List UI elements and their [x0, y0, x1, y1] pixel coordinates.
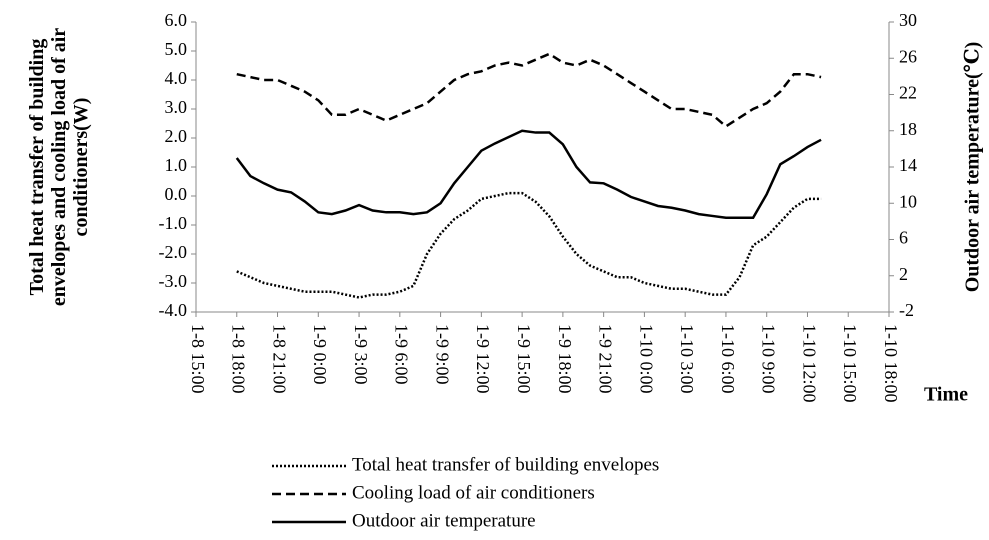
x-tick-label: 1-8 18:00: [229, 324, 249, 394]
y-tick-label: 1.0: [165, 155, 188, 175]
y-tick-label: -1.0: [159, 213, 188, 233]
x-tick-label: 1-9 0:00: [310, 324, 330, 385]
y-axis-title-line: Total heat transfer of building: [26, 39, 48, 296]
x-tick-label: 1-10 15:00: [840, 324, 860, 403]
y2-tick-label: 2: [899, 264, 908, 284]
y2-tick-label: 14: [899, 155, 917, 175]
x-axis-title: Time: [924, 384, 968, 406]
x-tick-label: 1-10 6:00: [718, 324, 738, 394]
y-axis-title-line: conditioners(W): [70, 98, 92, 237]
y-tick-label: 4.0: [165, 68, 188, 88]
series-line: [236, 191, 822, 299]
x-tick-label: 1-10 3:00: [677, 324, 697, 394]
x-tick-label: 1-9 3:00: [351, 324, 371, 385]
legend-label: Outdoor air temperature: [352, 510, 536, 531]
x-tick-label: 1-9 21:00: [596, 324, 616, 394]
x-tick-label: 1-8 21:00: [269, 324, 289, 394]
y2-tick-label: 10: [899, 191, 917, 211]
x-tick-label: 1-9 18:00: [555, 324, 575, 394]
y-tick-label: 6.0: [165, 10, 188, 30]
x-tick-label: 1-10 18:00: [881, 324, 901, 403]
y-axis-title: Total heat transfer of buildingenvelopes…: [26, 28, 92, 306]
series-line: [235, 129, 822, 219]
y2-tick-label: 6: [899, 228, 908, 248]
legend-label: Total heat transfer of building envelope…: [352, 454, 659, 475]
x-tick-label: 1-10 9:00: [759, 324, 779, 394]
y-tick-label: 5.0: [165, 39, 188, 59]
series-line: [236, 52, 822, 128]
y2-tick-label: -2: [899, 300, 914, 320]
y2-axis-title: Outdoor air temperature(℃): [962, 42, 984, 293]
x-tick-label: 1-9 15:00: [514, 324, 534, 394]
y-tick-label: 2.0: [165, 126, 188, 146]
x-tick-label: 1-8 15:00: [188, 324, 208, 394]
y-tick-label: -3.0: [159, 271, 188, 291]
y-tick-label: 3.0: [165, 97, 188, 117]
y-tick-label: -4.0: [159, 300, 188, 320]
y2-tick-label: 26: [899, 46, 917, 66]
y2-tick-label: 30: [899, 10, 917, 30]
y-axis-title-line: envelopes and cooling load of air: [48, 28, 70, 306]
x-tick-label: 1-10 12:00: [799, 324, 819, 403]
y-tick-label: 0.0: [165, 184, 188, 204]
y2-tick-label: 22: [899, 83, 917, 103]
x-tick-label: 1-9 9:00: [432, 324, 452, 385]
y-tick-label: -2.0: [159, 242, 188, 262]
legend-label: Cooling load of air conditioners: [352, 482, 595, 503]
x-tick-label: 1-9 6:00: [392, 324, 412, 385]
x-tick-label: 1-9 12:00: [473, 324, 493, 394]
y2-tick-label: 18: [899, 119, 917, 139]
x-tick-label: 1-10 0:00: [636, 324, 656, 394]
